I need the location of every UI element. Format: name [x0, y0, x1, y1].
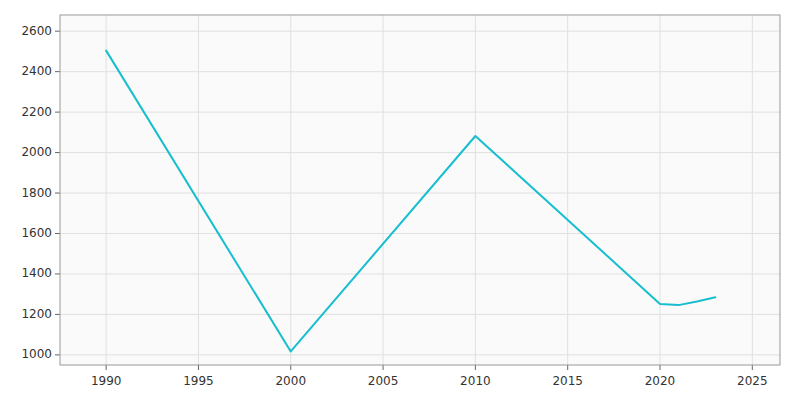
y-tick-label: 2400	[21, 64, 52, 78]
y-grid-line	[60, 314, 780, 315]
x-tick-label: 1995	[183, 374, 214, 388]
plot-background	[60, 15, 780, 365]
x-grid-line	[752, 15, 753, 365]
y-grid-line	[60, 354, 780, 355]
x-tick-label: 2010	[460, 374, 491, 388]
x-grid-line	[383, 15, 384, 365]
y-tick-label: 1200	[21, 307, 52, 321]
plot-frame	[60, 15, 780, 365]
x-grid-line	[660, 15, 661, 365]
y-tick	[55, 193, 60, 194]
y-tick-label: 1400	[21, 266, 52, 280]
y-grid-line	[60, 31, 780, 32]
y-tick	[55, 112, 60, 113]
axes: 1000 1200 1400 1600 1800 2000 2200 2400 2600 1990…	[21, 24, 767, 388]
chart-svg: 1000 1200 1400 1600 1800 2000 2200 2400 2600 1990…	[0, 0, 800, 400]
x-tick-label: 1990	[91, 374, 122, 388]
y-tick-label: 1800	[21, 186, 52, 200]
y-tick-label: 1600	[21, 226, 52, 240]
x-grid-line	[567, 15, 568, 365]
y-tick	[55, 314, 60, 315]
y-tick	[55, 354, 60, 355]
y-grid-line	[60, 112, 780, 113]
y-tick	[55, 71, 60, 72]
y-grid-line	[60, 71, 780, 72]
x-tick	[106, 365, 107, 370]
y-tick-label: 1000	[21, 347, 52, 361]
x-tick-label: 2000	[275, 374, 306, 388]
x-grid-line	[106, 15, 107, 365]
y-tick-label: 2000	[21, 145, 52, 159]
x-tick	[475, 365, 476, 370]
x-grid-line	[475, 15, 476, 365]
x-tick	[752, 365, 753, 370]
y-tick-label: 2200	[21, 105, 52, 119]
data-group	[106, 51, 715, 352]
x-tick-label: 2025	[737, 374, 768, 388]
x-tick-label: 2015	[552, 374, 583, 388]
data-line	[106, 51, 715, 352]
y-tick	[55, 233, 60, 234]
grid	[60, 15, 780, 365]
x-tick	[198, 365, 199, 370]
x-tick	[290, 365, 291, 370]
x-grid-line	[198, 15, 199, 365]
y-grid-line	[60, 233, 780, 234]
y-grid-line	[60, 273, 780, 274]
x-grid-line	[290, 15, 291, 365]
x-tick	[567, 365, 568, 370]
x-tick-label: 2005	[368, 374, 399, 388]
y-tick	[55, 152, 60, 153]
y-tick-label: 2600	[21, 24, 52, 38]
y-tick	[55, 273, 60, 274]
x-tick	[660, 365, 661, 370]
x-tick-label: 2020	[645, 374, 676, 388]
x-tick	[383, 365, 384, 370]
y-tick	[55, 31, 60, 32]
y-grid-line	[60, 193, 780, 194]
chart-container: 1000 1200 1400 1600 1800 2000 2200 2400 2600 1990…	[0, 0, 800, 400]
